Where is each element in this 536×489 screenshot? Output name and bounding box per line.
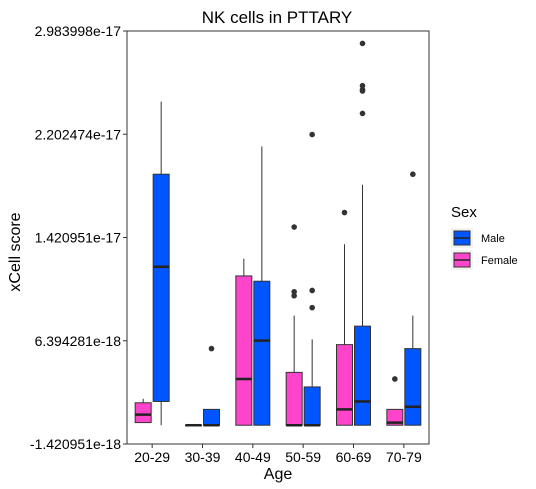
legend-title: Sex: [451, 204, 477, 221]
outlier-point: [359, 82, 366, 89]
outlier-point: [392, 376, 398, 382]
outlier-point: [341, 209, 348, 216]
outlier-point: [208, 345, 215, 352]
box-body: [253, 280, 271, 426]
outlier-point: [291, 288, 297, 295]
x-axis-title: Age: [264, 466, 293, 483]
x-tick-label: 50-59: [285, 449, 321, 465]
outlier-point: [359, 40, 366, 47]
y-axis: -1.420951e-18 6.394281e-18 1.420951e-17 2.2…: [30, 23, 127, 452]
box-female-70-79: [386, 376, 404, 426]
outlier-point: [309, 304, 315, 311]
x-tick-label: 60-69: [336, 449, 372, 465]
outlier-point: [309, 131, 315, 138]
y-tick-label: 2.202474e-17: [35, 126, 122, 142]
box-body: [285, 371, 303, 426]
box-body: [235, 275, 253, 426]
outlier-point: [291, 292, 297, 299]
outlier-point: [410, 171, 416, 178]
outlier-point: [359, 110, 366, 117]
y-axis-title: xCell score: [7, 212, 24, 291]
box-male-70-79: [404, 171, 422, 426]
y-tick-label: 2.983998e-17: [35, 23, 122, 39]
x-tick-label: 30-39: [185, 449, 221, 465]
outlier-point: [291, 224, 297, 230]
box-body: [152, 173, 170, 402]
box-body: [203, 408, 220, 426]
chart-title: NK cells in PTTARY: [202, 8, 353, 27]
box-female-20-29: [134, 398, 152, 424]
x-axis: 20-29 30-39 40-49 50-59 60-69 70-79: [134, 444, 422, 465]
box-body: [336, 344, 353, 426]
box-body: [386, 408, 404, 426]
x-tick-label: 70-79: [386, 449, 422, 465]
box-body: [354, 325, 371, 426]
box-male-40-49: [253, 146, 271, 426]
legend: Sex Male Female: [451, 204, 518, 270]
box-male-30-39: [203, 345, 220, 427]
box-female-50-59: [285, 224, 303, 427]
y-tick-label: -1.420951e-18: [30, 436, 121, 452]
box-female-30-39: [185, 423, 202, 427]
box-male-50-59: [303, 131, 321, 427]
box-female-40-49: [235, 258, 253, 426]
y-tick-label: 6.394281e-18: [35, 333, 122, 349]
outlier-point: [309, 287, 315, 294]
x-tick-label: 40-49: [235, 449, 271, 465]
legend-label-female: Female: [481, 255, 518, 267]
box-body: [134, 402, 152, 424]
x-tick-label: 20-29: [134, 449, 170, 465]
boxes-layer: [134, 40, 422, 427]
legend-label-male: Male: [481, 233, 505, 245]
box-male-60-69: [354, 40, 371, 426]
box-female-60-69: [336, 209, 353, 426]
box-body: [404, 348, 422, 426]
plot-panel: [126, 30, 430, 445]
box-body: [303, 386, 321, 426]
y-tick-label: 1.420951e-17: [35, 230, 122, 246]
box-male-20-29: [152, 101, 170, 426]
outlier-point: [359, 88, 366, 94]
